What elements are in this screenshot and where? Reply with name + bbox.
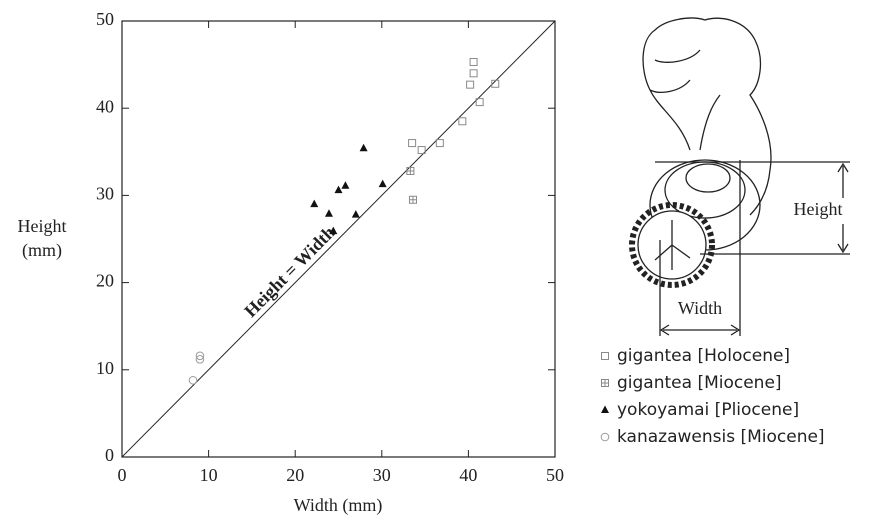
- annotation: Height = Width: [240, 222, 338, 321]
- y-tick-label: 10: [96, 358, 114, 378]
- y-axis-label: Height: [18, 216, 67, 236]
- legend-marker: [601, 405, 609, 413]
- legend-label: gigantea [Holocene]: [617, 346, 790, 366]
- y-tick-label: 50: [96, 9, 114, 29]
- legend-marker: [601, 379, 609, 387]
- point: [334, 185, 343, 194]
- x-tick-label: 40: [459, 465, 477, 485]
- point: [324, 209, 333, 217]
- y-axis-label: (mm): [22, 240, 62, 261]
- point: [475, 98, 484, 107]
- y-tick-label: 30: [96, 184, 114, 204]
- point: [195, 355, 205, 364]
- point: [195, 351, 205, 361]
- point: [458, 117, 467, 126]
- x-tick-label: 20: [286, 465, 304, 485]
- point: [310, 199, 319, 208]
- point: [359, 143, 368, 152]
- legend-label: kanazawensis [Miocene]: [617, 427, 825, 447]
- point: [469, 57, 478, 66]
- point: [406, 166, 415, 175]
- point: [435, 139, 444, 148]
- y-tick-label: 0: [105, 445, 114, 465]
- legend-marker: [600, 432, 610, 442]
- point: [341, 181, 350, 189]
- legend-label: yokoyamai [Pliocene]: [617, 400, 799, 420]
- point: [491, 79, 500, 88]
- reference-line: [121, 20, 556, 458]
- point: [378, 179, 387, 188]
- legend-marker: [601, 352, 609, 360]
- plot-frame: [121, 20, 556, 458]
- point: [329, 226, 338, 235]
- x-tick-label: 0: [118, 465, 127, 485]
- point: [408, 195, 417, 204]
- point: [351, 210, 360, 218]
- point: [417, 146, 426, 155]
- diagram-label: Width: [678, 298, 722, 318]
- x-tick-label: 50: [546, 465, 564, 485]
- point: [469, 69, 478, 78]
- x-tick-label: 10: [200, 465, 218, 485]
- y-tick-label: 20: [96, 271, 114, 291]
- point: [408, 139, 417, 148]
- x-axis-label: Width (mm): [294, 495, 383, 516]
- legend-label: gigantea [Miocene]: [617, 373, 782, 393]
- x-tick-label: 30: [373, 465, 391, 485]
- diagram-label: Height: [794, 199, 843, 219]
- shell-diagram: [629, 17, 850, 336]
- point: [466, 80, 475, 89]
- y-tick-label: 40: [96, 96, 114, 116]
- point: [188, 375, 198, 385]
